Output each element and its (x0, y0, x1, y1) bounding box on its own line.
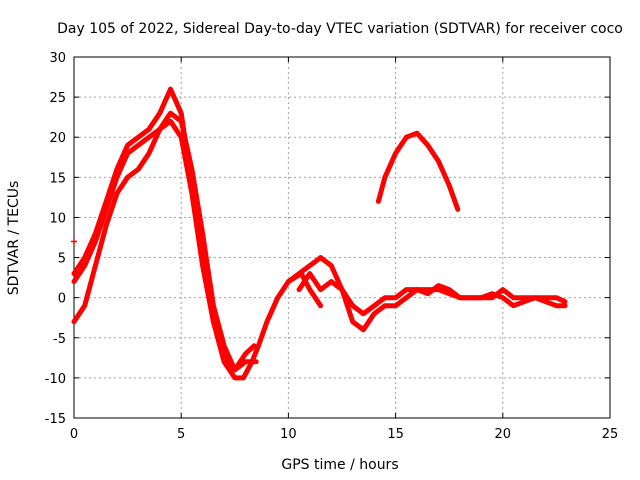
series-line-arc-5 (296, 271, 568, 317)
grid-lines (74, 57, 610, 418)
plot-frame (73, 56, 611, 419)
y-tick-label: 15 (49, 171, 66, 186)
x-tick-label: 25 (602, 427, 619, 442)
x-tick-label: 5 (177, 427, 185, 442)
y-tick-label: 25 (49, 91, 66, 106)
series-line-arc-3 (71, 118, 257, 373)
y-axis-label: SDTVAR / TECUs (6, 181, 22, 296)
data-series (71, 86, 568, 381)
series-line-arc-4 (285, 255, 568, 333)
y-tick-label: 5 (58, 252, 66, 267)
y-axis-ticks: -15 -10 -5 0 5 10 15 20 25 30 (45, 51, 610, 427)
x-axis-label: GPS time / hours (281, 457, 398, 473)
y-tick-label: 10 (49, 211, 66, 226)
y-tick-label: 30 (49, 51, 66, 66)
y-tick-label: 20 (49, 131, 66, 146)
series-line-arc-6 (375, 130, 461, 212)
y-tick-label: 0 (58, 292, 66, 307)
x-tick-label: 20 (495, 427, 512, 442)
series-line-arc-2 (71, 110, 259, 373)
y-tick-label: -15 (45, 412, 66, 427)
data-point-marker (71, 238, 77, 245)
y-tick-label: -10 (45, 372, 66, 387)
x-axis-ticks: 0 5 10 15 20 25 (70, 57, 618, 442)
chart-title: Day 105 of 2022, Sidereal Day-to-day VTE… (57, 21, 623, 37)
x-tick-label: 10 (280, 427, 297, 442)
x-tick-label: 15 (387, 427, 404, 442)
x-tick-label: 0 (70, 427, 78, 442)
y-tick-label: -5 (53, 332, 66, 347)
